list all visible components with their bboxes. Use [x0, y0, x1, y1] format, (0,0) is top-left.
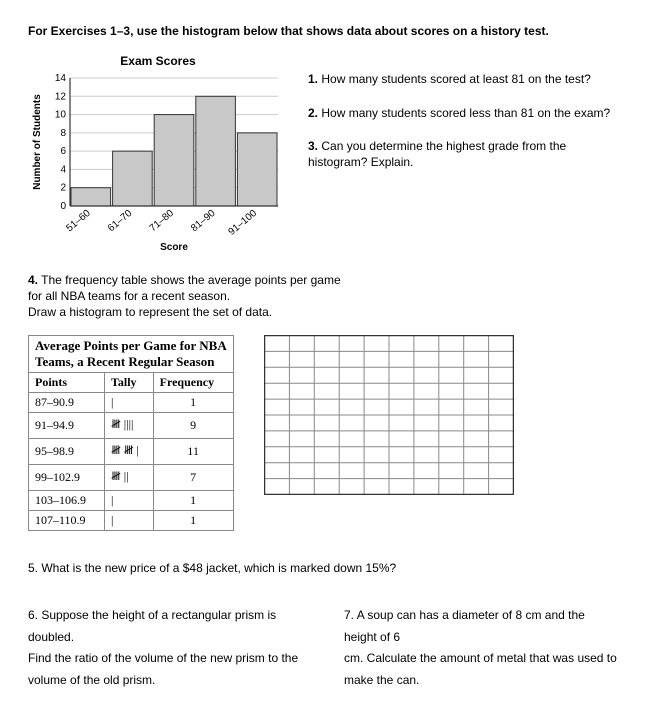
histogram-svg: 0 2 4 6 8 10 12 14 51–60 61–70 71–80 81–90 91–100 Sco…	[28, 72, 288, 252]
svg-text:14: 14	[55, 73, 67, 84]
cell-frequency: 1	[153, 393, 233, 413]
q4-l2: for all NBA teams for a recent season.	[28, 289, 230, 303]
cell-tally: |	[104, 511, 153, 531]
svg-text:6: 6	[60, 146, 66, 157]
table-row: 87–90.9|1	[29, 393, 234, 413]
q1-text: How many students scored at least 81 on …	[321, 72, 590, 86]
top-row: Exam Scores 0 2 4 6 8 10 12 14 51–60 61–70 71–80 81…	[28, 54, 620, 252]
blank-grid-container	[264, 335, 514, 495]
cell-tally: 𝍸 𝍸 |	[104, 439, 153, 465]
cell-frequency: 9	[153, 413, 233, 439]
freq-table-title: Average Points per Game for NBA Teams, a…	[29, 335, 234, 373]
cell-points: 99–102.9	[29, 465, 105, 491]
question-1: 1. How many students scored at least 81 …	[308, 72, 620, 88]
cell-frequency: 1	[153, 511, 233, 531]
cell-points: 95–98.9	[29, 439, 105, 465]
svg-text:Number of Students: Number of Students	[32, 94, 43, 190]
svg-text:71–80: 71–80	[148, 208, 177, 235]
questions-1-3: 1. How many students scored at least 81 …	[308, 54, 620, 252]
cell-frequency: 7	[153, 465, 233, 491]
svg-text:10: 10	[55, 110, 67, 121]
cell-frequency: 1	[153, 491, 233, 511]
col-frequency: Frequency	[153, 373, 233, 393]
question-4: 4. The frequency table shows the average…	[28, 272, 620, 321]
svg-text:81–90: 81–90	[189, 208, 218, 235]
svg-text:Score: Score	[160, 242, 188, 252]
frequency-table-container: Average Points per Game for NBA Teams, a…	[28, 335, 234, 532]
frequency-table: Average Points per Game for NBA Teams, a…	[28, 335, 234, 532]
freq-title-l2: Teams, a Recent Regular Season	[35, 354, 214, 369]
col-tally: Tally	[104, 373, 153, 393]
cell-tally: |	[104, 491, 153, 511]
q2-text: How many students scored less than 81 on…	[321, 106, 610, 120]
frequency-row: Average Points per Game for NBA Teams, a…	[28, 335, 620, 532]
q4-l1: The frequency table shows the average po…	[41, 273, 341, 287]
histogram-container: Exam Scores 0 2 4 6 8 10 12 14 51–60 61–70 71–80 81…	[28, 54, 288, 252]
question-5: 5. What is the new price of a $48 jacket…	[28, 561, 620, 575]
cell-points: 107–110.9	[29, 511, 105, 531]
q7-l1: A soup can has a diameter of 8 cm and th…	[344, 608, 585, 644]
table-row: 99–102.9𝍸 ||7	[29, 465, 234, 491]
svg-text:2: 2	[60, 183, 66, 194]
blank-grid-svg	[264, 335, 514, 495]
svg-text:4: 4	[60, 164, 66, 175]
q6-l1: Suppose the height of a rectangular pris…	[28, 608, 276, 644]
freq-title-l1: Average Points per Game for NBA	[35, 338, 227, 353]
svg-text:91–100: 91–100	[226, 208, 259, 238]
chart-title: Exam Scores	[28, 54, 288, 68]
table-row: 91–94.9𝍸 ||||9	[29, 413, 234, 439]
cell-points: 91–94.9	[29, 413, 105, 439]
cell-tally: 𝍸 ||	[104, 465, 153, 491]
cell-tally: 𝍸 ||||	[104, 413, 153, 439]
q6-l3: volume of the old prism.	[28, 673, 155, 687]
q6-l2: Find the ratio of the volume of the new …	[28, 651, 298, 665]
table-row: 103–106.9|1	[29, 491, 234, 511]
col-points: Points	[29, 373, 105, 393]
cell-points: 87–90.9	[29, 393, 105, 413]
svg-text:61–70: 61–70	[106, 208, 135, 235]
question-2: 2. How many students scored less than 81…	[308, 106, 620, 122]
q5-text: What is the new price of a $48 jacket, w…	[41, 561, 396, 575]
svg-text:12: 12	[55, 91, 67, 102]
q4-l3: Draw a histogram to represent the set of…	[28, 305, 272, 319]
table-row: 107–110.9|1	[29, 511, 234, 531]
svg-text:0: 0	[60, 201, 66, 212]
freq-header-row: Points Tally Frequency	[29, 373, 234, 393]
question-3: 3. Can you determine the highest grade f…	[308, 139, 620, 170]
bottom-row: 6. Suppose the height of a rectangular p…	[28, 605, 620, 691]
cell-frequency: 11	[153, 439, 233, 465]
svg-text:51–60: 51–60	[64, 208, 93, 235]
table-row: 95–98.9𝍸 𝍸 |11	[29, 439, 234, 465]
instructions-header: For Exercises 1–3, use the histogram bel…	[28, 24, 620, 38]
q3-text: Can you determine the highest grade from…	[308, 139, 566, 169]
question-6: 6. Suppose the height of a rectangular p…	[28, 605, 304, 691]
svg-text:8: 8	[60, 128, 66, 139]
cell-points: 103–106.9	[29, 491, 105, 511]
question-7: 7. A soup can has a diameter of 8 cm and…	[344, 605, 620, 691]
q7-l2: cm. Calculate the amount of metal that w…	[344, 651, 617, 665]
q7-l3: make the can.	[344, 673, 419, 687]
cell-tally: |	[104, 393, 153, 413]
